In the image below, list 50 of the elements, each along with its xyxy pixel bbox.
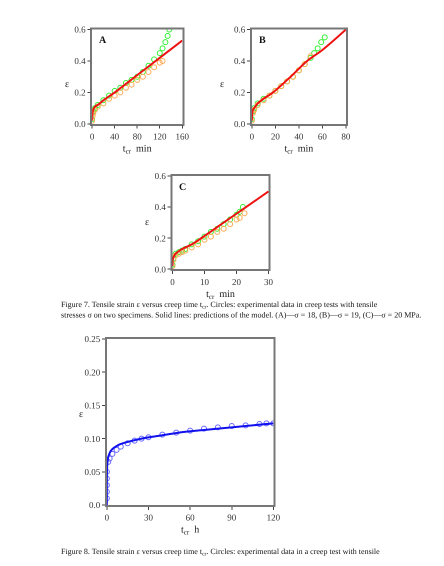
- x-tick-label: 0: [104, 512, 110, 523]
- x-tick-label: 120: [266, 512, 281, 523]
- x-tick-label: 30: [264, 276, 274, 287]
- x-axis-title: t$_{cr}$ min: [206, 288, 235, 301]
- y-tick-label: 0.0: [74, 119, 86, 130]
- x-tick-label: 20: [232, 276, 242, 287]
- y-tick-label: 0.6: [234, 24, 246, 35]
- x-tick-label: 10: [200, 276, 210, 287]
- y-tick-label: 0.20: [84, 367, 101, 378]
- y-tick-label: 0.15: [84, 400, 101, 411]
- x-tick-label: 0: [250, 131, 255, 142]
- text: B: [259, 35, 266, 46]
- y-tick-label: 0.4: [74, 56, 86, 66]
- x-tick-label: 120: [152, 131, 167, 142]
- x-tick-label: 0: [90, 131, 95, 142]
- x-tick-label: 90: [227, 512, 237, 523]
- y-tick-label: 0.0: [234, 119, 246, 130]
- x-tick-label: 20: [270, 131, 280, 142]
- y-tick-label: 0.2: [234, 88, 246, 98]
- caption: Figure 7. Tensile strain ε versus creep time t$_{cr}$. Circles: experimental data in creep tests with tensile stresses σ on two specimens. Solid lines: predictions of the model. (A)—σ = 18, (B)—σ = 19, (C)—σ = 20 MPa.: [61, 300, 422, 320]
- y-tick-label: 0.0: [154, 264, 166, 274]
- text: A: [99, 35, 107, 46]
- y-tick-label: 0.10: [84, 434, 101, 444]
- y-axis-title: ε: [65, 79, 70, 90]
- x-axis-title: t$_{cr}$ h: [180, 524, 200, 537]
- x-tick-label: 30: [144, 512, 154, 523]
- y-axis-title: ε: [220, 79, 224, 90]
- y-tick-label: 0.05: [84, 466, 101, 477]
- y-tick-label: 0.6: [154, 171, 166, 182]
- x-tick-label: 80: [132, 131, 142, 142]
- y-tick-label: 0.4: [154, 202, 166, 212]
- x-axis-title: t$_{cr}$ min: [122, 143, 152, 156]
- y-tick-label: 0.2: [74, 88, 86, 98]
- x-tick-label: 0: [170, 276, 176, 287]
- y-tick-label: 0.4: [234, 56, 246, 66]
- y-axis-title: ε: [79, 409, 84, 420]
- x-tick-label: 160: [176, 131, 190, 142]
- text: C: [179, 182, 186, 193]
- x-tick-label: 40: [110, 131, 120, 142]
- x-tick-label: 40: [294, 131, 304, 142]
- y-tick-label: 0.25: [84, 334, 101, 344]
- y-axis-title: ε: [145, 217, 150, 228]
- x-tick-label: 60: [186, 512, 196, 523]
- y-tick-label: 0.2: [154, 233, 166, 244]
- y-tick-label: 0.6: [74, 24, 86, 35]
- caption: Figure 8. Tensile strain ε versus creep time t$_{cr}$. Circles: experimental data in a creep test with tensile: [61, 547, 380, 558]
- y-tick-label: 0.0: [89, 500, 101, 510]
- x-tick-label: 60: [318, 131, 328, 142]
- x-axis-title: t$_{cr}$ min: [284, 143, 314, 156]
- x-tick-label: 80: [341, 131, 351, 142]
